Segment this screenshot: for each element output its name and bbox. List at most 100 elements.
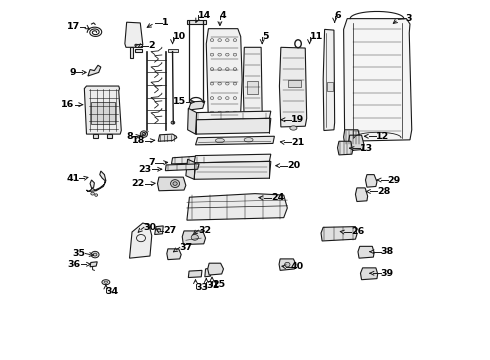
Text: 17: 17	[67, 22, 80, 31]
Text: 35: 35	[73, 249, 85, 258]
Ellipse shape	[210, 96, 214, 99]
Polygon shape	[361, 268, 378, 280]
Text: 41: 41	[66, 174, 79, 183]
Text: 40: 40	[291, 262, 304, 271]
Polygon shape	[187, 21, 205, 24]
Bar	[135, 49, 142, 51]
Ellipse shape	[191, 234, 198, 240]
Ellipse shape	[173, 182, 177, 185]
Ellipse shape	[218, 96, 221, 99]
Ellipse shape	[102, 280, 110, 285]
Text: 7: 7	[149, 158, 155, 167]
Ellipse shape	[135, 44, 137, 46]
Ellipse shape	[244, 138, 253, 142]
Text: 12: 12	[376, 132, 389, 141]
Polygon shape	[321, 226, 357, 241]
Ellipse shape	[233, 68, 237, 71]
Ellipse shape	[104, 281, 108, 283]
Ellipse shape	[225, 111, 229, 114]
Polygon shape	[172, 156, 208, 164]
Polygon shape	[166, 164, 199, 171]
Text: 18: 18	[132, 136, 146, 145]
Polygon shape	[158, 134, 177, 141]
Polygon shape	[279, 47, 307, 127]
Text: 25: 25	[212, 280, 225, 289]
Text: 19: 19	[291, 115, 304, 124]
Polygon shape	[279, 259, 296, 270]
Text: 28: 28	[377, 187, 391, 196]
Text: 26: 26	[351, 228, 364, 237]
Polygon shape	[355, 188, 368, 202]
Text: 21: 21	[291, 138, 304, 147]
Bar	[247, 81, 258, 94]
Polygon shape	[338, 141, 353, 155]
Ellipse shape	[233, 53, 237, 56]
Text: 34: 34	[106, 287, 119, 296]
Bar	[135, 44, 142, 46]
Polygon shape	[90, 262, 97, 267]
Ellipse shape	[285, 262, 290, 267]
Polygon shape	[196, 111, 271, 120]
Polygon shape	[348, 135, 364, 150]
Ellipse shape	[95, 194, 98, 196]
Polygon shape	[129, 223, 152, 258]
Polygon shape	[343, 19, 412, 141]
Text: 10: 10	[172, 32, 186, 41]
Text: 3: 3	[406, 14, 412, 23]
Ellipse shape	[233, 82, 237, 85]
Text: 6: 6	[335, 11, 341, 20]
Polygon shape	[182, 231, 205, 244]
Text: 24: 24	[271, 193, 284, 202]
Polygon shape	[208, 263, 223, 275]
Polygon shape	[194, 161, 271, 179]
Ellipse shape	[210, 39, 214, 41]
Polygon shape	[87, 171, 106, 192]
Ellipse shape	[93, 253, 97, 256]
Polygon shape	[88, 65, 101, 76]
Text: 11: 11	[310, 32, 323, 41]
Polygon shape	[188, 101, 205, 110]
Ellipse shape	[142, 132, 146, 136]
Ellipse shape	[210, 111, 214, 114]
Ellipse shape	[290, 126, 297, 130]
Text: 22: 22	[131, 179, 145, 188]
Text: 14: 14	[197, 10, 211, 19]
Text: 2: 2	[148, 41, 155, 50]
Text: 36: 36	[68, 260, 81, 269]
Polygon shape	[93, 134, 98, 138]
Polygon shape	[168, 49, 177, 51]
Polygon shape	[107, 134, 112, 138]
Polygon shape	[194, 154, 271, 163]
Ellipse shape	[171, 180, 179, 188]
Text: 1: 1	[162, 18, 169, 27]
Polygon shape	[343, 130, 361, 145]
Polygon shape	[358, 246, 374, 258]
Text: 38: 38	[381, 247, 394, 256]
Polygon shape	[125, 22, 143, 47]
Text: 37: 37	[180, 243, 193, 252]
Ellipse shape	[91, 192, 95, 195]
Ellipse shape	[171, 121, 175, 124]
Ellipse shape	[140, 131, 147, 137]
Polygon shape	[205, 268, 211, 277]
Polygon shape	[196, 136, 274, 145]
Ellipse shape	[91, 251, 99, 258]
Polygon shape	[188, 270, 202, 278]
Ellipse shape	[210, 53, 214, 56]
Polygon shape	[188, 108, 196, 134]
Ellipse shape	[157, 228, 161, 232]
Text: 13: 13	[360, 144, 373, 153]
Text: 4: 4	[220, 11, 226, 20]
Text: 30: 30	[144, 223, 157, 232]
Ellipse shape	[225, 82, 229, 85]
Ellipse shape	[218, 82, 221, 85]
Ellipse shape	[210, 68, 214, 71]
Polygon shape	[323, 30, 335, 131]
Text: 33: 33	[196, 283, 209, 292]
Text: 29: 29	[388, 176, 401, 185]
Text: 39: 39	[381, 269, 393, 278]
Text: 27: 27	[163, 226, 176, 235]
Bar	[327, 82, 333, 91]
Text: 20: 20	[287, 161, 300, 170]
Polygon shape	[129, 47, 133, 58]
